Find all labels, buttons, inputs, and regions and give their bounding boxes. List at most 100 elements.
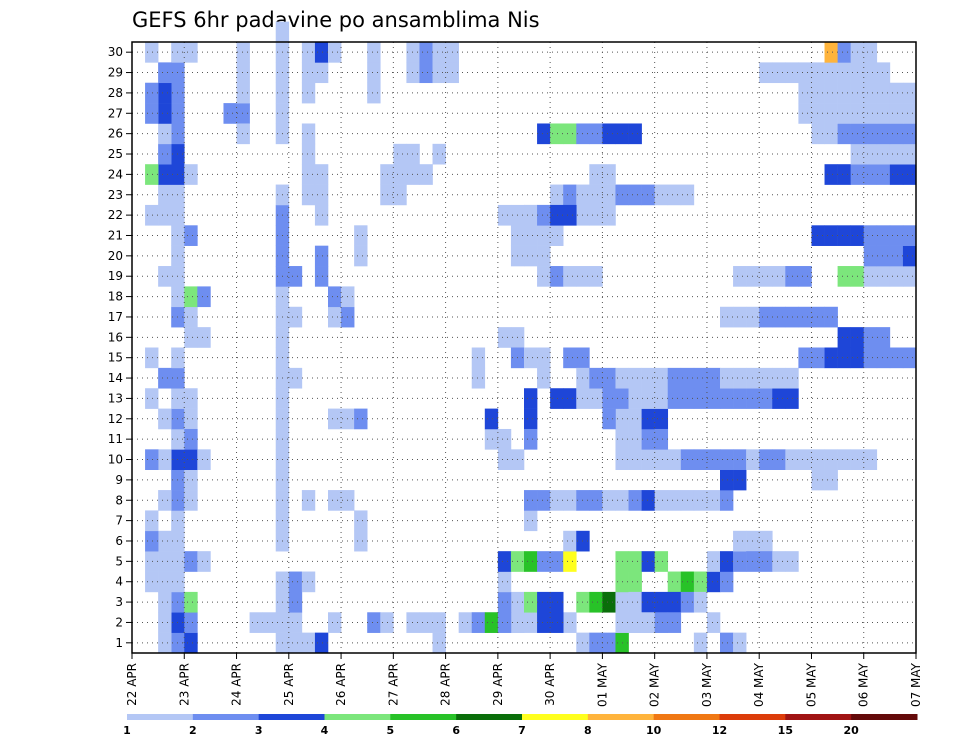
heatmap-cell [889, 103, 904, 124]
x-tick-label: 30 APR [543, 663, 557, 706]
heatmap-cell [824, 42, 838, 63]
heatmap-cell [863, 347, 878, 369]
heatmap-cell [197, 327, 211, 348]
heatmap-cell [863, 82, 878, 104]
x-tick-label: 27 APR [386, 663, 400, 706]
heatmap-cell [380, 184, 394, 206]
heatmap-cell [288, 591, 303, 613]
heatmap-cell [654, 408, 669, 430]
heatmap-cell [589, 266, 603, 287]
heatmap-cell [145, 82, 159, 104]
heatmap-cell [458, 612, 473, 633]
heatmap-cell [733, 388, 747, 409]
heatmap-cell [314, 184, 329, 206]
heatmap-cell [367, 82, 381, 104]
heatmap-cell [667, 591, 682, 613]
heatmap-cell [876, 164, 891, 185]
heatmap-cell [158, 367, 172, 389]
heatmap-cell [184, 306, 198, 328]
heatmap-cell [654, 428, 669, 450]
heatmap-cell [223, 103, 237, 124]
heatmap-cell [824, 306, 838, 328]
x-tick-label: 02 MAY [648, 662, 662, 707]
colorbar-swatch [127, 714, 194, 720]
y-tick-label: 26 [108, 127, 123, 141]
colorbar-swatch [258, 714, 325, 720]
colorbar-label: 6 [452, 724, 460, 737]
heatmap-cell [484, 408, 499, 430]
heatmap-cell [158, 82, 172, 104]
heatmap-cell [589, 164, 603, 185]
heatmap-cell [197, 449, 211, 470]
colorbar-swatch [587, 714, 655, 720]
heatmap-cell [720, 490, 734, 511]
heatmap-cell [772, 266, 786, 287]
heatmap-cell [654, 388, 669, 409]
heatmap-cell [876, 143, 891, 165]
heatmap-cell [824, 62, 838, 84]
heatmap-cell [184, 490, 198, 511]
heatmap-cell [145, 449, 159, 470]
heatmap-cell [537, 245, 551, 267]
heatmap-cell [393, 164, 407, 185]
heatmap-cell [876, 245, 891, 267]
heatmap-cell [524, 490, 538, 511]
heatmap-cell [706, 367, 721, 389]
heatmap-cell [563, 204, 577, 226]
heatmap-cell [550, 184, 564, 206]
heatmap-cell [772, 62, 786, 84]
heatmap-cell [628, 367, 642, 389]
heatmap-cell [589, 184, 603, 206]
heatmap-cell [354, 530, 368, 552]
colorbar-label: 4 [321, 724, 329, 737]
heatmap-cell [314, 266, 329, 287]
heatmap-cell [145, 103, 159, 124]
heatmap-cell [563, 266, 577, 287]
chart-title: GEFS 6hr padavine po ansamblima Nis [132, 8, 540, 32]
heatmap-cell [602, 123, 616, 145]
heatmap-cell [628, 571, 642, 593]
heatmap-cell [863, 42, 878, 63]
heatmap-cell [406, 164, 420, 185]
x-tick-label: 04 MAY [752, 662, 766, 707]
heatmap-cell [837, 62, 851, 84]
heatmap-cell [537, 591, 551, 613]
heatmap-cell [550, 266, 564, 287]
heatmap-cell [824, 82, 838, 104]
heatmap-cell [720, 551, 734, 572]
y-tick-label: 29 [108, 66, 123, 80]
heatmap-cell [641, 551, 655, 572]
heatmap-cell [497, 612, 512, 633]
heatmap-cell [693, 367, 708, 389]
heatmap-cell [432, 62, 446, 84]
heatmap-cell [432, 143, 446, 165]
heatmap-cell [275, 21, 290, 43]
heatmap-cell [524, 204, 538, 226]
heatmap-cell [824, 103, 838, 124]
heatmap-cell [288, 367, 303, 389]
heatmap-cell [550, 591, 564, 613]
heatmap-cell [288, 612, 303, 633]
heatmap-cell [889, 245, 904, 267]
heatmap-cell [184, 408, 198, 430]
heatmap-cell [497, 571, 512, 593]
heatmap-cell [524, 591, 538, 613]
heatmap-cell [393, 143, 407, 165]
heatmap-cell [236, 62, 250, 84]
heatmap-cell [589, 123, 603, 145]
heatmap-cell [759, 551, 773, 572]
heatmap-cell [876, 123, 891, 145]
heatmap-cell [537, 204, 551, 226]
heatmap-cell [733, 469, 747, 491]
heatmap-cell [811, 306, 825, 328]
heatmap-cell [328, 306, 342, 328]
heatmap-cell [184, 42, 198, 63]
heatmap-cell [563, 530, 577, 552]
heatmap-cell [837, 266, 851, 287]
heatmap-cell [837, 103, 851, 124]
heatmap-cell [706, 388, 721, 409]
heatmap-cell [563, 347, 577, 369]
heatmap-cell [158, 103, 172, 124]
heatmap-cell [889, 143, 904, 165]
heatmap-cell [354, 225, 368, 246]
